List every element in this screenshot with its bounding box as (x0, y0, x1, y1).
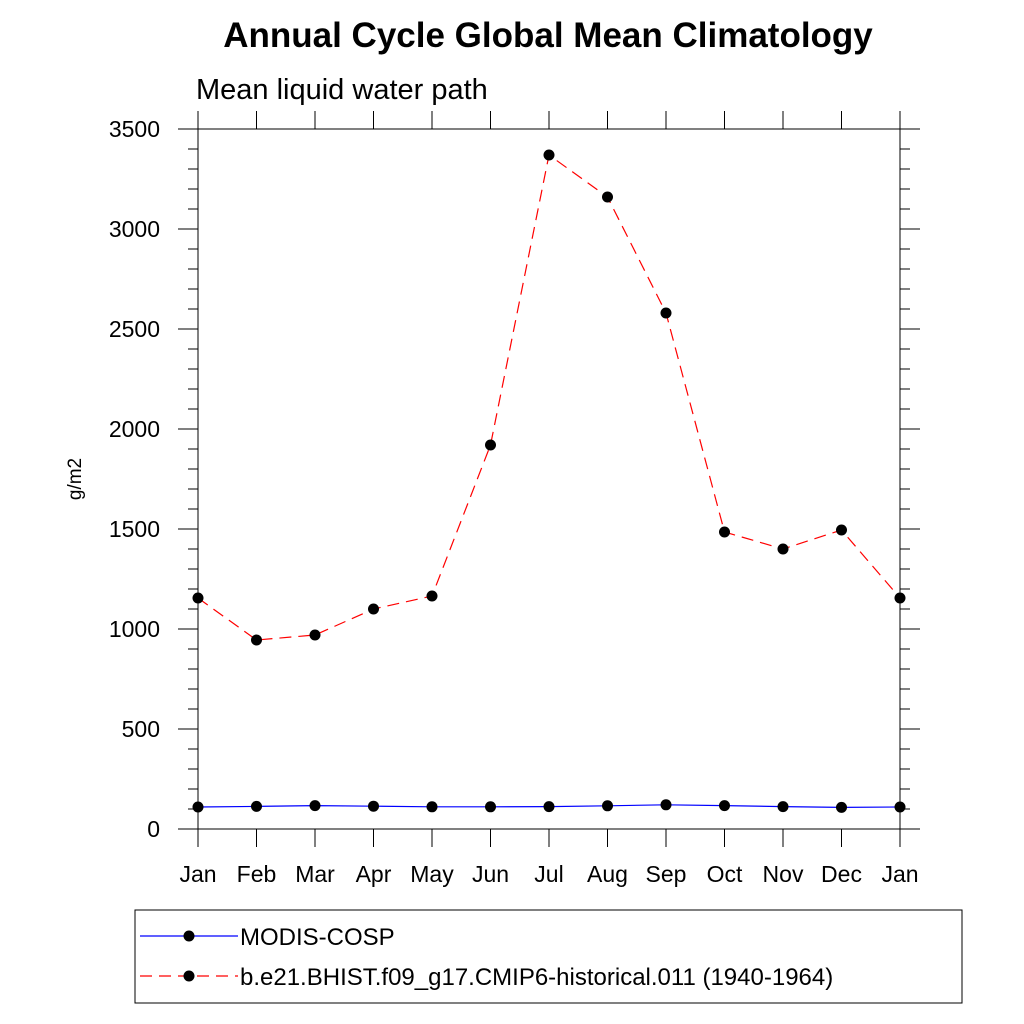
data-point (894, 801, 906, 813)
legend-box (134, 909, 963, 1004)
data-point (719, 800, 730, 812)
x-tick-label: Jul (534, 861, 563, 887)
data-point (836, 524, 847, 536)
y-axis-label: g/m2 (65, 458, 86, 500)
x-tick-label: Jun (472, 861, 509, 887)
legend: MODIS-COSP b.e21.BHIST.f09_g17.CMIP6-hist… (134, 909, 963, 1004)
data-point (777, 801, 789, 813)
x-tick-label: May (410, 861, 454, 887)
data-point (777, 543, 789, 555)
x-tick-label: Feb (237, 861, 277, 887)
data-point (368, 800, 379, 812)
chart-subtitle: Mean liquid water path (196, 74, 488, 106)
data-point (485, 801, 496, 813)
data-point (426, 801, 438, 813)
data-point (368, 603, 379, 615)
y-tick-label: 2000 (109, 416, 160, 442)
x-tick-label: Aug (587, 861, 628, 887)
series-line (197, 153, 901, 641)
data-point (719, 526, 730, 538)
y-tick-label: 1000 (109, 616, 160, 642)
legend-marker (183, 970, 195, 982)
data-point (485, 439, 496, 451)
x-tick-label: Oct (707, 861, 743, 887)
x-axis: Jan Feb Mar Apr May Jun Jul Aug Sep Oct Nov Dec Jan (179, 111, 919, 887)
y-tick-label: 1500 (109, 516, 160, 542)
data-point (602, 191, 613, 203)
y-tick-label: 0 (147, 816, 160, 842)
y-tick-label: 3500 (109, 116, 160, 142)
data-point (543, 149, 555, 161)
y-tick-label: 3000 (109, 216, 160, 242)
legend-marker (183, 930, 195, 942)
x-tick-label: Mar (295, 861, 335, 887)
data-point (660, 799, 672, 811)
data-point (192, 801, 204, 813)
plot-series (192, 149, 906, 813)
legend-label: MODIS-COSP (240, 924, 395, 951)
data-point (836, 801, 847, 813)
data-point (251, 800, 262, 812)
y-axis: 0 500 1000 1500 2000 2500 3000 3500 (109, 116, 920, 842)
x-tick-label: Dec (821, 861, 862, 887)
y-tick-label: 2500 (109, 316, 160, 342)
legend-label: b.e21.BHIST.f09_g17.CMIP6-historical.011… (240, 964, 833, 991)
data-point (894, 592, 906, 604)
chart-title: Annual Cycle Global Mean Climatology (223, 16, 873, 55)
data-point (660, 307, 672, 319)
data-point (251, 634, 262, 646)
data-point (426, 590, 438, 602)
x-tick-label: Nov (763, 861, 804, 887)
data-point (309, 800, 321, 812)
data-point (543, 801, 555, 813)
x-tick-label: Apr (356, 861, 392, 887)
data-point (192, 592, 204, 604)
data-point (602, 800, 613, 812)
plot-frame (197, 128, 901, 830)
x-tick-label: Sep (646, 861, 687, 887)
x-tick-label: Jan (881, 861, 918, 887)
y-tick-label: 500 (122, 716, 160, 742)
data-point (309, 629, 321, 641)
x-tick-label: Jan (179, 861, 216, 887)
